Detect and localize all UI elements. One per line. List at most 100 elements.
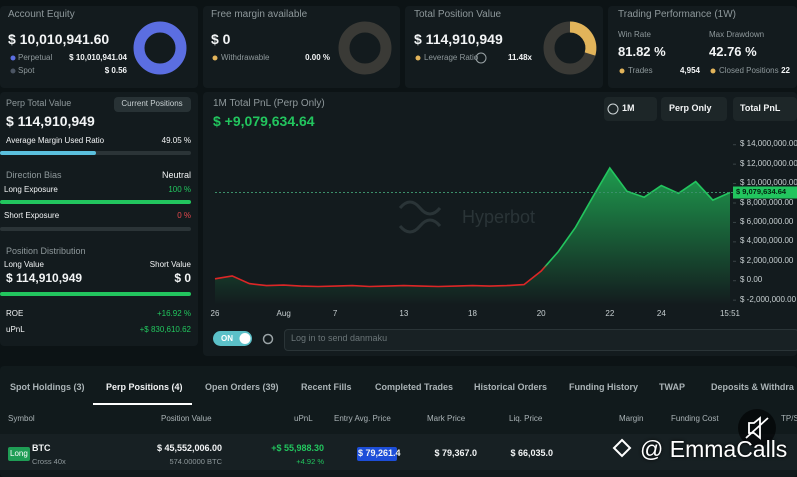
dropdown-label[interactable]: Total PnL [740, 103, 781, 114]
clock-icon [607, 103, 619, 115]
x-tick-label: 20 [536, 308, 546, 318]
side-badge [8, 447, 30, 461]
column-header[interactable]: Liq. Price [509, 413, 543, 423]
dot [415, 55, 421, 61]
stat-label: Max Drawdown [709, 29, 765, 39]
label: Long Exposure [4, 184, 58, 194]
selection [357, 447, 397, 461]
row-label: Withdrawable [221, 52, 270, 62]
x-tick-label: 26 [210, 308, 220, 318]
tab[interactable]: Spot Holdings (3) [10, 382, 85, 393]
y-tick-label: $ 10,000,000.00 [740, 178, 797, 188]
y-tick-label: $ 6,000,000.00 [740, 217, 794, 227]
card [608, 6, 797, 88]
donut [338, 21, 392, 75]
label: Cross 40x [32, 456, 66, 466]
x-tick-label: 7 [332, 308, 338, 318]
y-tick-label: $ 12,000,000.00 [740, 158, 797, 168]
section-title: Direction Bias [6, 170, 62, 181]
label: +$ 830,610.62 [139, 324, 191, 334]
donut-arc [569, 21, 597, 56]
row-value: 22 [781, 65, 790, 75]
row-label: Leverage Ratio [424, 52, 479, 62]
current-badge [733, 186, 797, 199]
label: +16.92 % [156, 308, 191, 318]
label: +$ 55,988.30 [271, 443, 324, 454]
tab[interactable]: Funding History [569, 382, 638, 393]
button-label[interactable]: Current Positions [121, 99, 183, 109]
placeholder: Log in to send danmaku [291, 333, 388, 344]
stat-value: 81.82 % [618, 43, 666, 59]
dot [619, 68, 625, 74]
watermark: Hyperbot [462, 207, 536, 228]
y-tick-label: $ 4,000,000.00 [740, 236, 794, 246]
column-header[interactable]: TP/S [781, 413, 797, 423]
overlay-watermark: @ EmmaCalls [640, 436, 788, 463]
card-title: Total Position Value [414, 8, 502, 20]
label: 100 % [168, 184, 191, 194]
dropdown-label[interactable]: 1M [622, 103, 635, 114]
row-value: $ 0.56 [104, 65, 127, 75]
label: Neutral [161, 170, 191, 181]
tab[interactable]: Completed Trades [375, 382, 454, 393]
dropdown-label[interactable]: Perp Only [669, 103, 712, 114]
column-header[interactable]: Symbol [8, 413, 35, 423]
row-label: Trades [628, 65, 653, 75]
label: uPnL [6, 324, 25, 334]
panel-title: 1M Total PnL (Perp Only) [213, 97, 325, 109]
row-label: Closed Positions [719, 65, 779, 75]
label: 49.05 % [161, 135, 191, 145]
label: $ 45,552,006.00 [156, 443, 222, 454]
panel-title: Perp Total Value [6, 98, 72, 109]
column-header[interactable]: uPnL [294, 413, 313, 423]
bar-track [0, 227, 191, 231]
x-tick-label: 15:51 [719, 308, 741, 318]
tab[interactable]: Open Orders (39) [205, 382, 279, 393]
dot [710, 68, 716, 74]
label: +4.92 % [296, 456, 324, 466]
pnl-line [214, 166, 731, 288]
pnl-chart [214, 144, 797, 305]
x-tick-label: 13 [399, 308, 409, 318]
tab[interactable]: Recent Fills [301, 382, 352, 393]
dropdown[interactable] [733, 97, 797, 121]
text-input[interactable] [284, 329, 797, 351]
stat-value: 42.76 % [709, 43, 757, 59]
bar-fill [0, 200, 191, 204]
label: BTC [32, 443, 51, 454]
tab[interactable]: Perp Positions (4) [106, 382, 183, 393]
column-header[interactable]: Funding Cost [671, 413, 719, 423]
info-icon[interactable] [475, 52, 487, 64]
label: Average Margin Used Ratio [6, 135, 105, 145]
current-label: $ 9,079,634.64 [736, 187, 787, 197]
card-value: $ 114,910,949 [414, 31, 503, 48]
label: 0 % [177, 210, 191, 220]
perp-panel [0, 92, 198, 346]
column-header[interactable]: Mark Price [427, 413, 466, 423]
column-header[interactable]: Margin [619, 413, 644, 423]
label: ROE [6, 308, 24, 318]
toggle-knob [239, 333, 251, 344]
label: Long Value [4, 259, 44, 269]
label: $ 114,910,949 [6, 271, 83, 286]
column-header[interactable]: Entry Avg. Price [334, 413, 391, 423]
column-header[interactable]: Position Value [161, 413, 212, 423]
tab[interactable]: Historical Orders [474, 382, 548, 393]
button[interactable] [114, 97, 191, 112]
tab[interactable]: TWAP [659, 382, 685, 393]
tab[interactable]: Deposits & Withdra [711, 382, 794, 393]
stat-label: Win Rate [618, 29, 651, 39]
row-value: 11.48x [507, 52, 532, 62]
card [0, 6, 198, 88]
settings-icon[interactable] [262, 333, 274, 345]
dropdown[interactable] [604, 97, 657, 121]
dropdown[interactable] [661, 97, 727, 121]
y-tick-label: $ 8,000,000.00 [740, 197, 794, 207]
label: $ 66,035.0 [510, 448, 553, 459]
mute-icon [745, 416, 769, 440]
logo [398, 200, 442, 234]
pnl-area [215, 168, 730, 305]
side-label: Long [10, 448, 28, 458]
label: $ 79,261.4 [358, 448, 401, 459]
